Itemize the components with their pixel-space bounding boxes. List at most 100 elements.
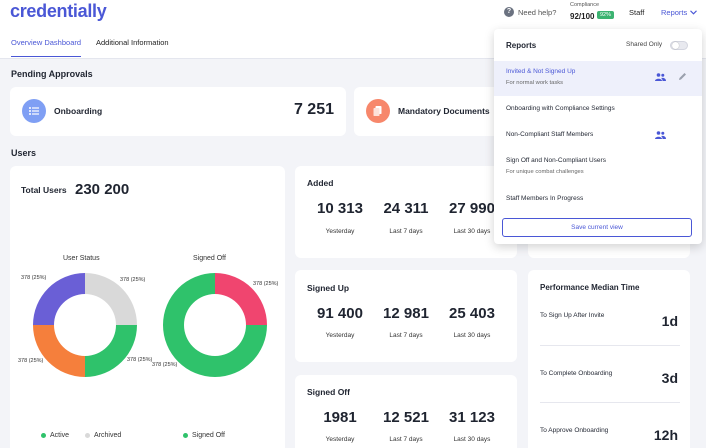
documents-icon (366, 99, 390, 123)
user-status-donut (33, 273, 137, 377)
group-icon (655, 131, 666, 139)
help-icon: ? (504, 7, 514, 17)
performance-row-value: 3d (661, 370, 678, 386)
performance-card: Performance Median Time To Sign Up After… (528, 270, 690, 448)
onboarding-label: Onboarding (54, 106, 103, 116)
report-item-title: Onboarding with Compliance Settings (506, 105, 615, 112)
donut-slice[interactable] (33, 325, 85, 377)
donut-slice[interactable] (85, 325, 137, 377)
report-item-title: Invited & Not Signed Up (506, 68, 576, 75)
performance-row-value: 12h (653, 427, 678, 443)
signed-up-30days-value: 25 403 (449, 305, 495, 322)
donut-slice[interactable] (215, 273, 267, 325)
legend-archived-label: Archived (94, 432, 122, 439)
report-item-subtitle: For normal work tasks (506, 80, 564, 86)
nav-staff[interactable]: Staff (629, 8, 645, 17)
tab-additional-information[interactable]: Additional Information (96, 38, 169, 47)
donut-slice[interactable] (33, 273, 85, 325)
slice-label: 378 (25%) (253, 281, 279, 287)
performance-row-label: To Approve Onboarding (540, 427, 609, 434)
nav-reports[interactable]: Reports (661, 8, 698, 17)
report-item-onboarding-compliance[interactable]: Onboarding with Compliance Settings (494, 101, 702, 121)
user-status-chart-title: User Status (63, 255, 100, 262)
added-yesterday-label: Yesterday (325, 228, 355, 235)
donut-slice[interactable] (163, 273, 267, 377)
performance-row-label: To Complete Onboarding (540, 370, 613, 377)
added-title: Added (307, 178, 334, 188)
users-title: Users (11, 148, 37, 158)
save-current-view-button[interactable]: Save current view (502, 218, 692, 237)
divider (540, 345, 680, 346)
added-card: Added 10 313 24 311 27 990 Yesterday Las… (295, 166, 517, 258)
signed-up-card: Signed Up 91 400 12 981 25 403 Yesterday… (295, 270, 517, 362)
signed-up-yesterday-value: 91 400 (317, 305, 363, 322)
report-item-title: Sign Off and Non-Compliant Users (506, 157, 606, 164)
onboarding-card[interactable]: Onboarding 7 251 (10, 87, 346, 136)
mandatory-documents-card[interactable]: Mandatory Documents (354, 87, 504, 136)
signed-off-card: Signed Off 1981 12 521 31 123 Yesterday … (295, 375, 517, 448)
slice-label: 378 (25%) (21, 275, 47, 281)
divider (540, 402, 680, 403)
reports-dropdown-title: Reports (506, 41, 537, 50)
report-item-non-compliant-staff[interactable]: Non-Compliant Staff Members (494, 127, 702, 147)
performance-row-label: To Sign Up After Invite (540, 312, 605, 319)
legend-active-label: Active (50, 432, 70, 439)
signed-off-30days-value: 31 123 (449, 409, 495, 426)
help-link[interactable]: ? Need help? (504, 7, 556, 17)
signed-up-30days-label: Last 30 days (453, 332, 491, 339)
donut-slice[interactable] (85, 273, 137, 325)
top-bar: credentially ? Need help? Compliance 92/… (0, 0, 706, 28)
signed-up-yesterday-label: Yesterday (325, 332, 355, 339)
report-item-subtitle: For unique combat challenges (506, 169, 584, 175)
group-icon (655, 73, 666, 81)
shared-only-label: Shared Only (626, 41, 663, 48)
help-label: Need help? (518, 7, 557, 17)
legend-dot (41, 433, 46, 438)
onboarding-value: 7 251 (293, 101, 334, 118)
report-item-staff-in-progress[interactable]: Staff Members In Progress (494, 191, 702, 211)
signed-off-7days-value: 12 521 (383, 409, 429, 426)
report-item-title: Staff Members In Progress (506, 195, 584, 202)
signed-up-7days-label: Last 7 days (389, 332, 423, 339)
total-users-label: Total Users (21, 185, 67, 195)
report-item-title: Non-Compliant Staff Members (506, 131, 594, 138)
slice-label: 378 (25%) (127, 357, 153, 363)
signed-up-title: Signed Up (307, 283, 350, 293)
signed-off-yesterday-label: Yesterday (325, 436, 355, 443)
legend-active: Active (41, 432, 69, 439)
slice-label: 378 (25%) (152, 362, 178, 368)
report-item-sign-off-non-compliant[interactable]: Sign Off and Non-Compliant Users For uni… (494, 153, 702, 183)
added-30days-value: 27 990 (449, 200, 495, 217)
pending-approvals-title: Pending Approvals (11, 69, 93, 79)
slice-label: 378 (25%) (120, 277, 146, 283)
performance-row-value: 1d (661, 313, 678, 329)
compliance-label: Compliance (570, 2, 600, 8)
legend-signed-off-label: Signed Off (192, 432, 225, 439)
signed-off-30days-label: Last 30 days (453, 436, 491, 443)
legend-dot (85, 433, 90, 438)
nav-reports-label: Reports (661, 8, 688, 17)
compliance-badge: 92% (597, 11, 615, 19)
logo[interactable]: credentially (10, 1, 107, 21)
legend-dot (183, 433, 188, 438)
added-7days-value: 24 311 (383, 200, 429, 217)
tab-overview-dashboard[interactable]: Overview Dashboard (11, 38, 82, 57)
list-icon (22, 99, 46, 123)
reports-dropdown: Reports Shared Only Invited & Not Signed… (494, 29, 702, 244)
added-7days-label: Last 7 days (389, 228, 423, 235)
mandatory-documents-label: Mandatory Documents (398, 106, 490, 116)
report-item-invited-not-signed-up[interactable]: Invited & Not Signed Up For normal work … (494, 61, 702, 96)
chevron-down-icon (690, 10, 698, 15)
edit-icon[interactable] (678, 72, 687, 81)
signed-up-7days-value: 12 981 (383, 305, 429, 322)
signed-off-7days-label: Last 7 days (389, 436, 423, 443)
signed-off-title: Signed Off (307, 387, 350, 397)
added-30days-label: Last 30 days (453, 228, 491, 235)
users-card: Total Users 230 200 User Status Signed O… (10, 166, 285, 448)
shared-only-toggle[interactable] (670, 41, 688, 50)
signed-off-yesterday-value: 1981 (323, 409, 357, 426)
performance-title: Performance Median Time (540, 283, 640, 292)
legend-archived: Archived (85, 432, 121, 439)
added-yesterday-value: 10 313 (317, 200, 363, 217)
toggle-knob (672, 42, 679, 49)
